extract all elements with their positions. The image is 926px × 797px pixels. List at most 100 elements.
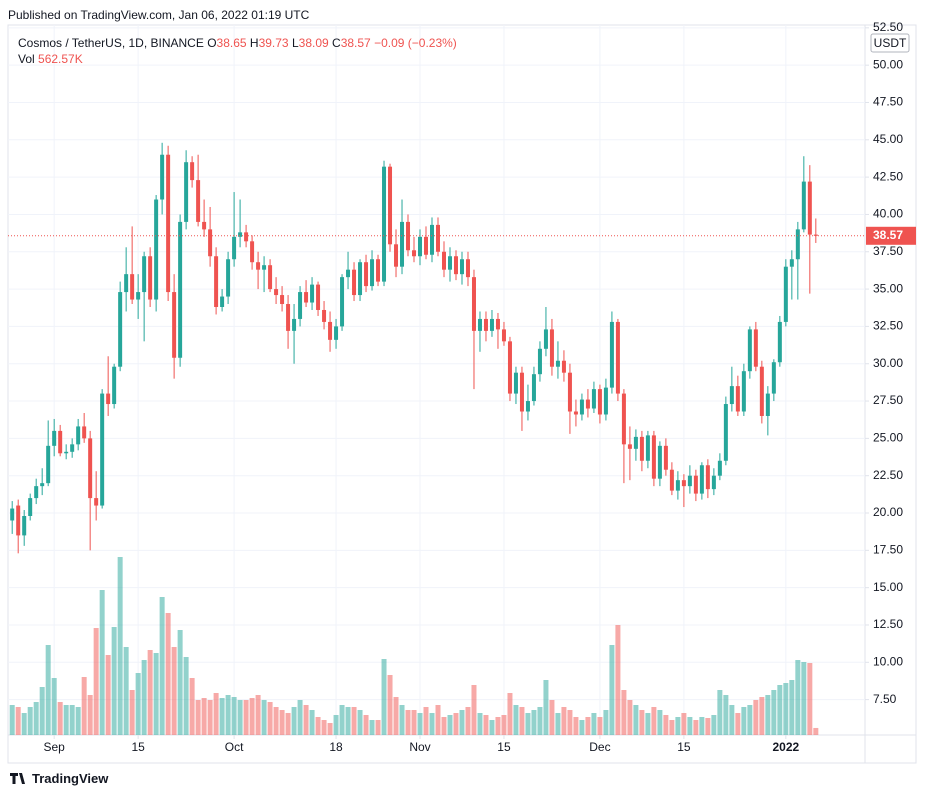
volume-bar xyxy=(141,660,147,735)
candle-body xyxy=(196,180,201,222)
candle-body xyxy=(136,292,141,300)
candle-body xyxy=(178,221,183,358)
volume-key: Vol xyxy=(18,52,35,66)
volume-bar xyxy=(255,695,261,735)
volume-bar xyxy=(417,713,423,735)
volume-bar xyxy=(165,613,171,735)
y-tick-label: 12.50 xyxy=(873,617,903,631)
candle-body xyxy=(483,318,488,331)
candle-body xyxy=(118,292,123,367)
y-tick-label: 40.00 xyxy=(873,207,903,221)
volume-bar xyxy=(441,717,447,735)
volume-bar xyxy=(627,700,633,735)
candle-body xyxy=(388,166,393,245)
currency-box xyxy=(870,33,910,53)
candle-body xyxy=(567,372,572,412)
candle-body xyxy=(40,483,45,487)
volume-bar xyxy=(423,707,429,735)
y-tick-label: 30.00 xyxy=(873,356,903,370)
volume-bar xyxy=(561,707,567,735)
x-tick-label: Nov xyxy=(409,740,430,754)
y-tick-label: 32.50 xyxy=(873,319,903,333)
candle-body xyxy=(477,318,482,331)
volume-bar xyxy=(585,717,591,735)
volume-bar xyxy=(285,713,291,735)
candle-body xyxy=(441,251,446,270)
candle-body xyxy=(711,475,716,490)
candle-body xyxy=(64,451,69,454)
candle-body xyxy=(669,469,674,491)
volume-bar xyxy=(501,715,507,735)
volume-bar xyxy=(303,705,309,735)
y-tick-label: 10.00 xyxy=(873,654,903,668)
y-tick-label: 35.00 xyxy=(873,281,903,295)
candle-body xyxy=(334,326,339,340)
volume-bar xyxy=(339,705,345,735)
volume-bar xyxy=(507,693,513,735)
candle-body xyxy=(412,250,417,257)
candle-body xyxy=(489,318,494,331)
volume-bar xyxy=(327,723,333,735)
volume-bar xyxy=(75,707,81,735)
volume-bar xyxy=(315,717,321,735)
volume-bar xyxy=(399,705,405,735)
candle-body xyxy=(112,366,117,405)
volume-bar xyxy=(513,705,519,735)
candle-body xyxy=(256,262,261,270)
candle-body xyxy=(184,162,189,222)
currency: USDT xyxy=(874,36,907,50)
volume-bar xyxy=(351,707,357,735)
candle-body xyxy=(232,236,237,260)
candle-body xyxy=(459,259,464,275)
volume-bar xyxy=(603,710,609,735)
candle-body xyxy=(142,256,147,293)
volume-bar xyxy=(477,713,483,735)
candle-body xyxy=(699,465,704,494)
candle-body xyxy=(525,401,530,412)
candle-body xyxy=(82,426,87,439)
volume-bar xyxy=(33,702,39,735)
candle-body xyxy=(340,277,345,327)
volume-bar xyxy=(183,657,189,735)
candle-body xyxy=(561,360,566,373)
volume-bar xyxy=(213,693,219,735)
volume-bar xyxy=(411,710,417,735)
volume-bar xyxy=(87,695,93,735)
volume-bar xyxy=(333,715,339,735)
volume-bar xyxy=(789,680,795,735)
volume-bar xyxy=(621,690,627,735)
volume-bar xyxy=(675,717,681,735)
volume-bar xyxy=(357,710,363,735)
volume-bar xyxy=(645,713,651,735)
candle-body xyxy=(717,460,722,476)
volume-bar xyxy=(363,715,369,735)
candle-body xyxy=(765,393,770,416)
volume-bar xyxy=(651,707,657,735)
volume-bar xyxy=(135,673,141,735)
candle-body xyxy=(268,265,273,290)
candle-body xyxy=(172,292,177,358)
volume-bar xyxy=(291,707,297,735)
volume-bar xyxy=(387,675,393,735)
volume-bar xyxy=(249,698,255,735)
candle-body xyxy=(597,389,602,415)
volume-bar xyxy=(171,647,177,735)
candle-body xyxy=(160,154,165,200)
candle-body xyxy=(214,256,219,307)
volume-bar xyxy=(681,713,687,735)
candle-body xyxy=(633,436,638,449)
volume-bar xyxy=(243,700,249,735)
ohlc-key: L xyxy=(291,36,299,50)
volume-bar xyxy=(429,713,435,735)
y-tick-label: 37.50 xyxy=(873,244,903,258)
candle-body xyxy=(687,475,692,487)
symbol: Cosmos / TetherUS, 1D, BINANCE xyxy=(18,36,204,50)
volume-bar xyxy=(465,707,471,735)
candle-body xyxy=(777,321,782,363)
volume-bar xyxy=(273,707,279,735)
volume-bar xyxy=(309,710,315,735)
candle-body xyxy=(10,508,15,521)
volume-bar xyxy=(693,720,699,735)
candle-body xyxy=(555,360,560,367)
candle-body xyxy=(771,362,776,394)
